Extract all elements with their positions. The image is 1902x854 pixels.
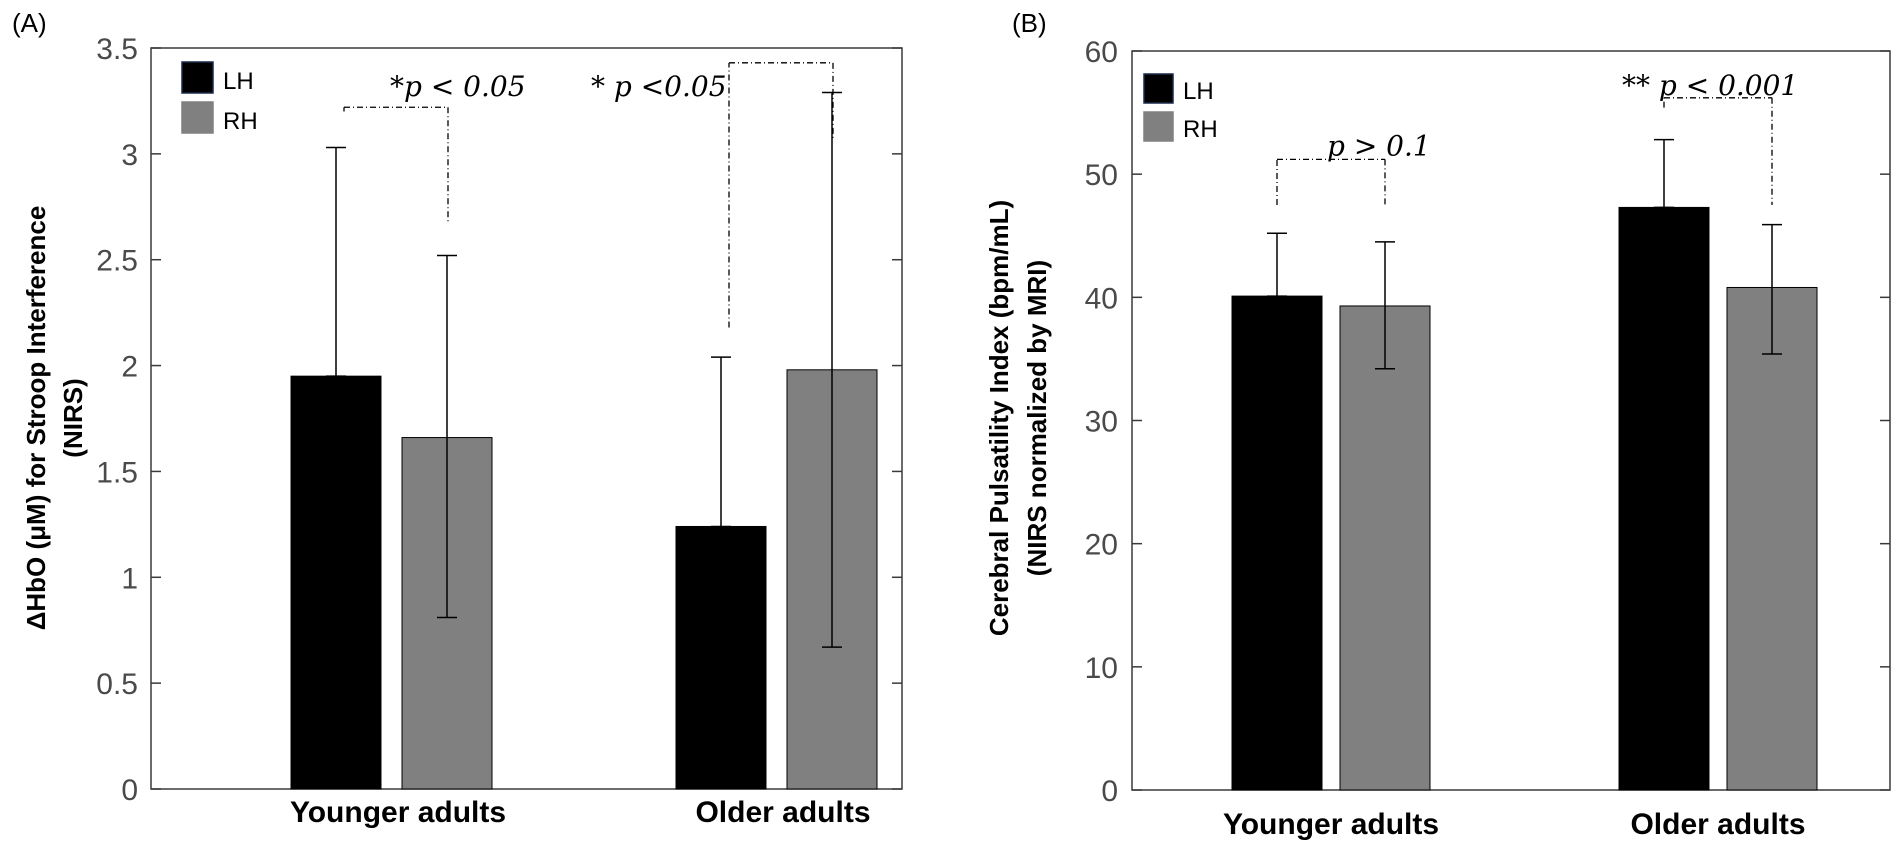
legend-swatch-rh — [181, 101, 214, 134]
x-tick-label: Younger adults — [1223, 808, 1439, 841]
significance-label: *p < 0.05 — [390, 70, 526, 103]
y-tick-label: 60 — [1085, 36, 1118, 69]
x-tick-label: Older adults — [695, 796, 870, 829]
legend-label-lh: LH — [223, 68, 254, 95]
y-tick-label: 1 — [121, 562, 138, 595]
bar-lh — [1618, 206, 1710, 791]
y-axis-label-sub: (NIRS) — [58, 378, 88, 457]
y-axis-label-sub: (NIRS normalized by MRI) — [1022, 260, 1052, 576]
significance-label: ** p < 0.001 — [1622, 69, 1798, 102]
bar-lh — [1231, 295, 1323, 791]
legend-swatch-lh — [181, 61, 214, 94]
legend-label-rh: RH — [1183, 116, 1218, 143]
y-tick-label: 2.5 — [96, 245, 138, 278]
y-tick-label: 0.5 — [96, 668, 138, 701]
plot-area-frame — [150, 47, 903, 790]
bar-rh — [1339, 305, 1431, 791]
x-tick-label: Older adults — [1630, 808, 1805, 841]
significance-label: * p <0.05 — [591, 70, 727, 103]
y-tick-label: 0 — [1101, 775, 1118, 808]
legend-label-rh: RH — [223, 108, 258, 135]
y-tick-label: 40 — [1085, 282, 1118, 315]
bar-lh — [290, 375, 382, 790]
y-axis-label: ΔHbO (μM) for Stroop Interference — [21, 206, 51, 631]
y-axis-label: Cerebral Pulsatility Index (bpm/mL) — [984, 200, 1014, 636]
legend-label-lh: LH — [1183, 78, 1214, 105]
y-tick-label: 0 — [121, 774, 138, 807]
panel-b: (B) 0 10 20 30 40 50 60 Cerebral Pulsatility Ind… — [984, 8, 1891, 841]
significance-label: p > 0.1 — [1327, 129, 1431, 162]
y-tick-label: 20 — [1085, 529, 1118, 562]
panel-label: (A) — [12, 8, 47, 38]
y-tick-label: 3.5 — [96, 33, 138, 66]
panel-a: (A) 0 0.5 1 1.5 2 2.5 3 3.5 ΔHbO (μM) for Stroop … — [12, 8, 903, 829]
legend-swatch-lh — [1143, 73, 1174, 104]
panel-label: (B) — [1012, 8, 1047, 38]
y-tick-label: 30 — [1085, 406, 1118, 439]
x-tick-label: Younger adults — [290, 796, 506, 829]
bar-rh — [1726, 286, 1818, 791]
y-tick-label: 2 — [121, 351, 138, 384]
y-tick-label: 3 — [121, 139, 138, 172]
y-tick-label: 10 — [1085, 652, 1118, 685]
y-tick-label: 50 — [1085, 159, 1118, 192]
bar-lh — [675, 525, 767, 790]
legend-swatch-rh — [1143, 111, 1174, 142]
y-tick-label: 1.5 — [96, 456, 138, 489]
